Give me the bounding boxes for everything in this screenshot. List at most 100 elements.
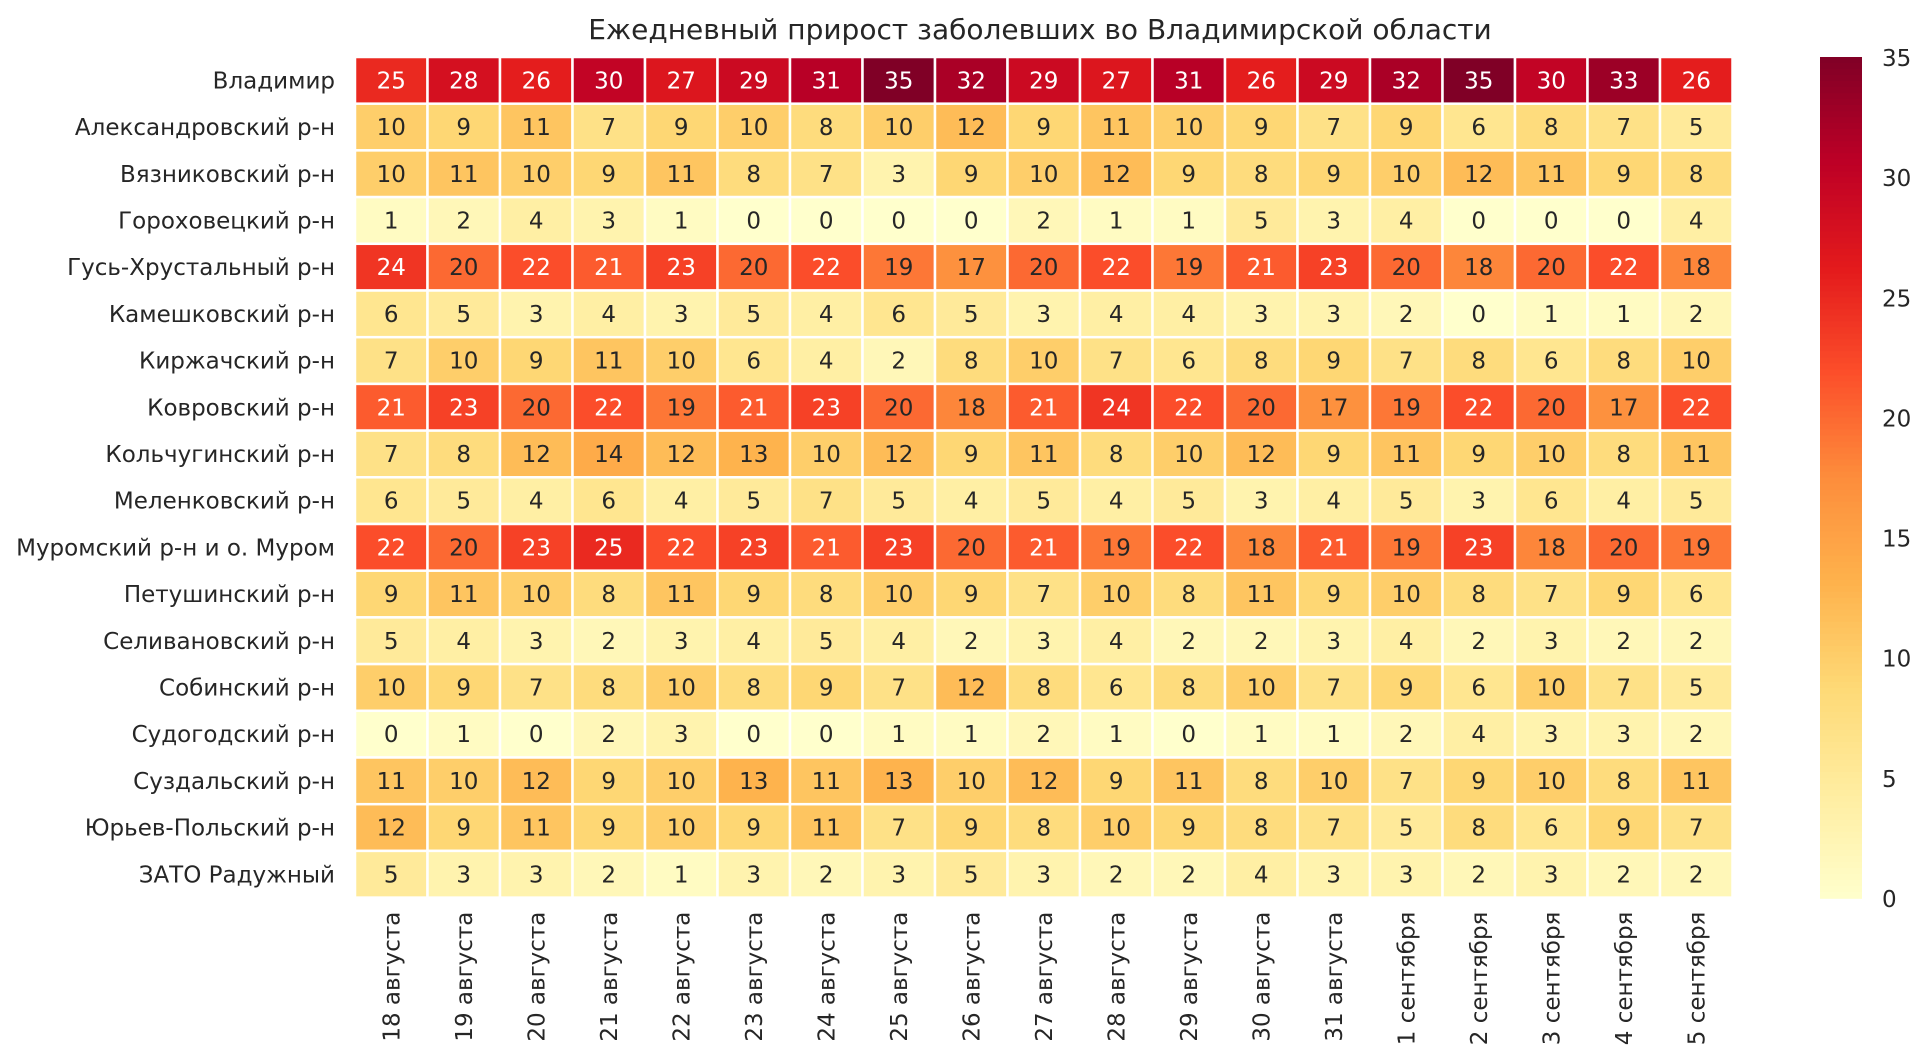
cell-value-label: 21 [739,395,768,421]
cell-value-label: 4 [456,629,471,655]
heatmap-cell [1658,849,1734,899]
heatmap-cell [1006,849,1082,899]
colorbar-segment [1820,447,1862,455]
cell-value-label: 11 [1174,769,1203,795]
heatmap-cell [1006,569,1082,619]
cell-value-label: 7 [384,442,399,468]
heatmap-cell [861,429,937,479]
heatmap-cell [716,802,792,853]
heatmap-cell [426,662,502,713]
heatmap-cell [1513,849,1589,899]
cell-value-label: 2 [1689,302,1704,328]
cell-value-label: 8 [1036,675,1051,701]
cell-value-label: 2 [1109,862,1124,888]
heatmap-cell [1513,569,1589,619]
cell-value-label: 18 [1464,255,1493,281]
cell-value-label: 3 [1399,862,1414,888]
colorbar-segment [1820,753,1862,761]
heatmap-cell [1223,849,1299,899]
cell-value-label: 3 [1036,862,1051,888]
cell-value-label: 8 [1471,816,1486,842]
cell-value-label: 3 [1471,489,1486,515]
colorbar-segment [1820,219,1862,226]
colorbar-segment [1820,819,1862,827]
heatmap-cell [1078,242,1154,292]
heatmap-cell [933,662,1009,713]
cell-value-label: 5 [384,862,399,888]
cell-value-label: 4 [1254,862,1269,888]
colorbar-segment [1820,729,1862,737]
colorbar-segment [1820,891,1862,899]
cell-value-label: 17 [1609,395,1638,421]
colorbar-segment [1820,171,1862,178]
cell-value-label: 0 [1471,208,1486,234]
cell-value-label: 23 [667,255,696,281]
cell-value-label: 11 [667,582,696,608]
heatmap-cell [933,242,1009,292]
colorbar-segment [1820,507,1862,515]
cell-value-label: 12 [522,769,551,795]
cell-value-label: 5 [891,489,906,515]
cell-value-label: 27 [1102,68,1131,94]
heatmap-cell [571,662,647,713]
cell-value-label: 6 [1544,349,1559,375]
colorbar-segment [1820,75,1862,82]
heatmap-cell [571,195,647,246]
cell-value-label: 9 [1399,675,1414,701]
cell-value-label: 0 [746,722,761,748]
cell-value-label: 10 [667,349,696,375]
heatmap-cell [933,382,1009,432]
heatmap-cell [788,616,864,666]
cell-value-label: 11 [1247,582,1276,608]
colorbar-segment [1820,777,1862,785]
cell-value-label: 9 [1616,582,1631,608]
heatmap-cell [353,289,429,339]
cell-value-label: 13 [884,769,913,795]
cell-value-label: 5 [384,629,399,655]
heatmap-cell [1586,849,1662,899]
cell-value-label: 29 [1029,68,1058,94]
heatmap-cell [1658,802,1734,853]
heatmap-cell [353,242,429,292]
colorbar-segment [1820,861,1862,869]
cell-value-label: 28 [449,68,478,94]
colorbar-segment [1820,69,1862,76]
heatmap-cell [1078,662,1154,713]
colorbar-tick-label: 0 [1882,887,1897,913]
cell-value-label: 2 [1399,722,1414,748]
cell-value-label: 7 [601,115,616,141]
heatmap-cell [1441,382,1517,432]
cell-value-label: 7 [1326,816,1341,842]
colorbar-segment [1820,561,1862,569]
colorbar-segment [1820,249,1862,257]
cell-value-label: 8 [819,115,834,141]
colorbar-segment [1820,813,1862,821]
cell-value-label: 10 [1174,442,1203,468]
colorbar-tick-label: 10 [1882,647,1911,673]
cell-value-label: 4 [1109,489,1124,515]
colorbar-segment [1820,189,1862,196]
cell-value-label: 12 [1247,442,1276,468]
heatmap-cell [1368,756,1444,806]
cell-value-label: 8 [1254,769,1269,795]
heatmap-cell [1078,756,1154,806]
heatmap-cell [861,569,937,619]
cell-value-label: 13 [739,442,768,468]
heatmap-cell [1078,616,1154,666]
cell-value-label: 10 [522,582,551,608]
colorbar-segment [1820,519,1862,527]
cell-value-label: 8 [1689,162,1704,188]
cell-value-label: 1 [964,722,979,748]
colorbar-segment [1820,459,1862,467]
heatmap-cell [498,569,574,619]
heatmap-cell [1296,756,1372,806]
heatmap-cell [1441,195,1517,246]
colorbar-segment [1820,615,1862,623]
colorbar-segment [1820,117,1862,124]
colorbar-segment [1820,651,1862,659]
cell-value-label: 3 [1326,302,1341,328]
colorbar-segment [1820,741,1862,749]
cell-value-label: 4 [529,208,544,234]
cell-value-label: 1 [1326,722,1341,748]
row-label: Селивановский р-н [103,629,335,655]
